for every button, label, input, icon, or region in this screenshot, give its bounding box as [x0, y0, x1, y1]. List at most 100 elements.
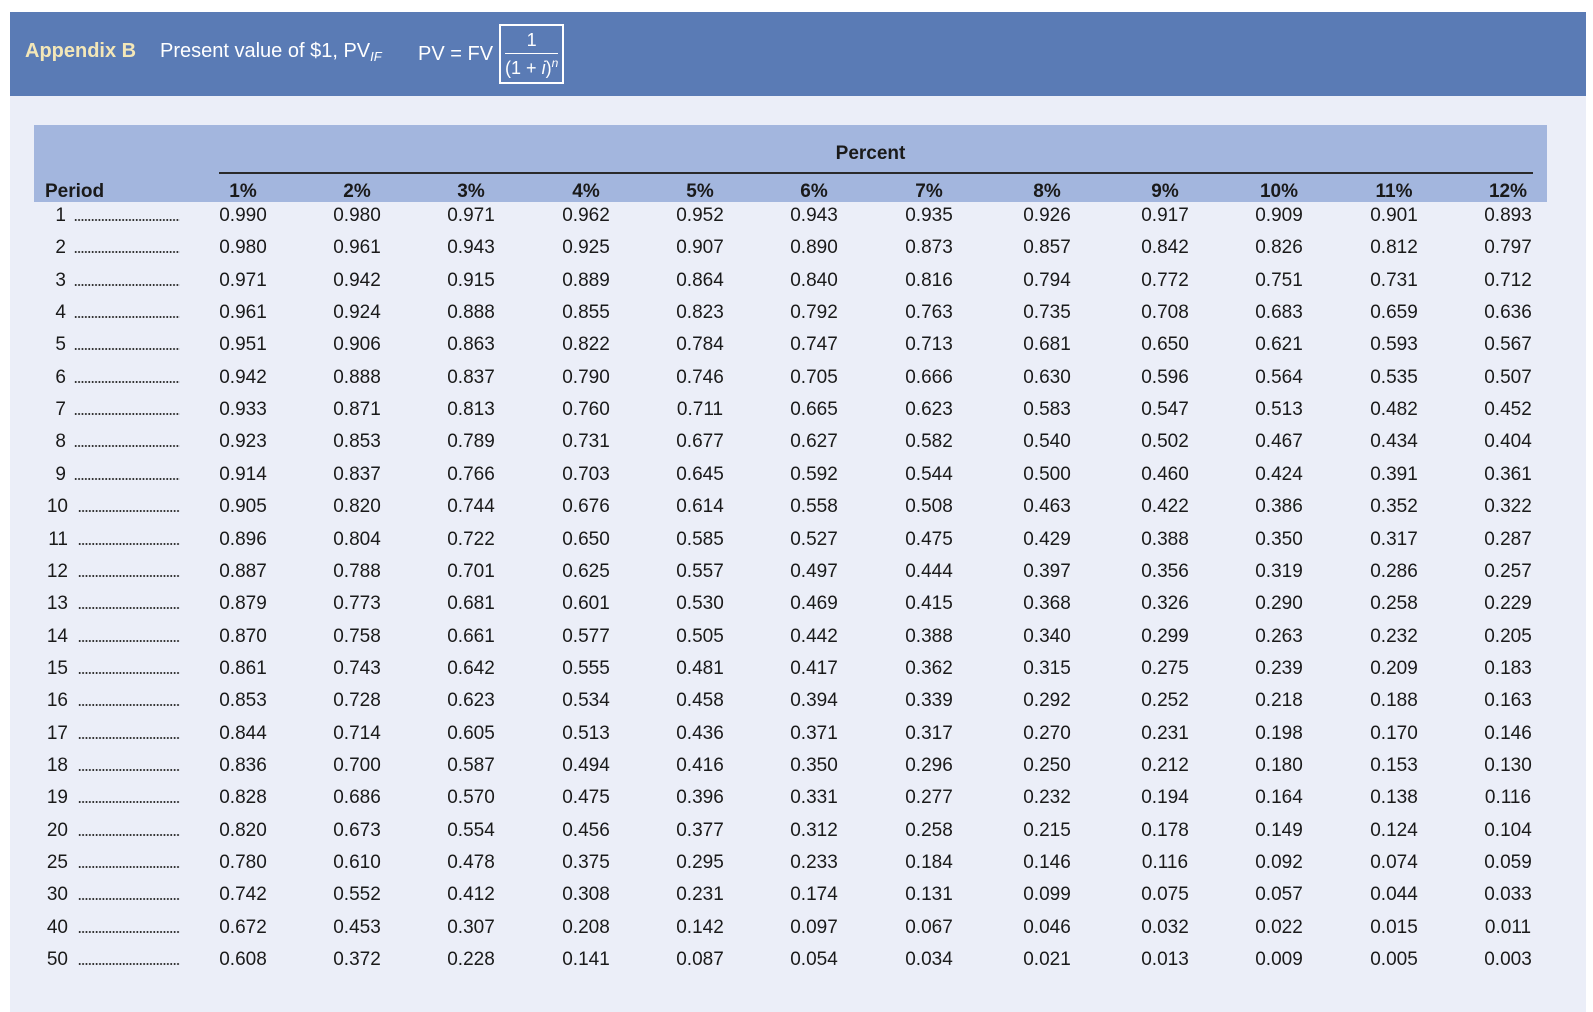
formula-den-i: i — [541, 57, 546, 78]
leader-dots — [78, 833, 180, 836]
period-cell: 19 — [46, 787, 68, 809]
value-cell: 0.942 — [333, 269, 381, 291]
column-header-12pct: 12% — [1488, 181, 1528, 202]
value-cell: 0.530 — [676, 593, 724, 615]
value-cell: 0.322 — [1484, 496, 1532, 518]
value-cell: 0.377 — [676, 819, 724, 841]
value-cell: 0.009 — [1255, 949, 1303, 971]
value-cell: 0.270 — [1023, 722, 1071, 744]
value-cell: 0.889 — [562, 269, 610, 291]
value-cell: 0.232 — [1370, 625, 1418, 647]
period-cell: 3 — [55, 269, 66, 291]
value-cell: 0.961 — [219, 302, 267, 324]
value-cell: 0.813 — [447, 399, 495, 421]
value-cell: 0.665 — [790, 399, 838, 421]
value-cell: 0.003 — [1484, 949, 1532, 971]
value-cell: 0.362 — [905, 657, 953, 679]
value-cell: 0.442 — [790, 625, 838, 647]
leader-dots — [78, 639, 180, 642]
value-cell: 0.789 — [447, 431, 495, 453]
formula-fraction: 1 (1 + i)n — [505, 24, 559, 84]
value-cell: 0.507 — [1484, 366, 1532, 388]
column-header-5pct: 5% — [686, 181, 714, 202]
period-cell: 1 — [55, 205, 66, 226]
value-cell: 0.871 — [333, 399, 381, 421]
value-cell: 0.820 — [219, 819, 267, 841]
value-cell: 0.469 — [790, 593, 838, 615]
column-header-1pct: 1% — [229, 181, 257, 202]
value-cell: 0.194 — [1141, 787, 1189, 809]
value-cell: 0.131 — [905, 884, 953, 906]
value-cell: 0.743 — [333, 657, 381, 679]
value-cell: 0.467 — [1255, 431, 1303, 453]
column-header-2pct: 2% — [343, 181, 371, 202]
formula-denominator: (1 + i)n — [505, 54, 558, 79]
value-cell: 0.124 — [1370, 819, 1418, 841]
value-cell: 0.502 — [1141, 431, 1189, 453]
value-cell: 0.746 — [676, 366, 724, 388]
percent-header-rule — [219, 172, 1533, 174]
period-cell: 16 — [46, 690, 68, 712]
leader-dots — [74, 413, 180, 416]
value-cell: 0.275 — [1141, 657, 1189, 679]
value-cell: 0.208 — [562, 916, 610, 938]
value-cell: 0.239 — [1255, 657, 1303, 679]
value-cell: 0.146 — [1023, 852, 1071, 873]
value-cell: 0.163 — [1484, 690, 1532, 712]
value-cell: 0.317 — [905, 722, 953, 744]
value-cell: 0.286 — [1370, 560, 1418, 582]
formula-numerator: 1 — [505, 30, 559, 54]
value-cell: 0.232 — [1023, 787, 1071, 809]
value-cell: 0.295 — [676, 852, 724, 873]
value-cell: 0.728 — [333, 690, 381, 712]
value-cell: 0.708 — [1141, 302, 1189, 324]
value-cell: 0.482 — [1370, 399, 1418, 421]
value-cell: 0.890 — [790, 237, 838, 259]
value-cell: 0.592 — [790, 463, 838, 485]
value-cell: 0.205 — [1484, 625, 1532, 647]
value-cell: 0.731 — [562, 431, 610, 453]
value-cell: 0.914 — [219, 463, 267, 485]
value-cell: 0.388 — [1141, 528, 1189, 550]
value-cell: 0.022 — [1255, 916, 1303, 938]
value-cell: 0.857 — [1023, 237, 1071, 259]
value-cell: 0.925 — [562, 237, 610, 259]
value-cell: 0.356 — [1141, 560, 1189, 582]
value-cell: 0.011 — [1484, 916, 1532, 938]
leader-dots — [74, 477, 180, 480]
value-cell: 0.888 — [447, 302, 495, 324]
value-cell: 0.312 — [790, 819, 838, 841]
value-cell: 0.837 — [333, 463, 381, 485]
value-cell: 0.583 — [1023, 399, 1071, 421]
value-cell: 0.540 — [1023, 431, 1071, 453]
value-cell: 0.142 — [676, 916, 724, 938]
leader-dots — [78, 898, 180, 901]
value-cell: 0.180 — [1255, 754, 1303, 776]
value-cell: 0.627 — [790, 431, 838, 453]
value-cell: 0.339 — [905, 690, 953, 712]
period-cell: 6 — [55, 366, 66, 388]
formula-exponent: n — [551, 55, 559, 70]
value-cell: 0.661 — [447, 625, 495, 647]
period-column-header: Period — [45, 181, 105, 202]
period-cell: 11 — [48, 528, 68, 550]
value-cell: 0.676 — [562, 496, 610, 518]
value-cell: 0.772 — [1141, 269, 1189, 291]
leader-dots — [74, 219, 180, 221]
value-cell: 0.500 — [1023, 463, 1071, 485]
value-cell: 0.935 — [905, 205, 953, 226]
formula-den-b: ) — [545, 57, 552, 78]
value-cell: 0.153 — [1370, 754, 1418, 776]
value-cell: 0.021 — [1023, 949, 1071, 971]
leader-dots — [74, 380, 180, 383]
value-cell: 0.307 — [447, 916, 495, 938]
value-cell: 0.087 — [676, 949, 724, 971]
value-cell: 0.788 — [333, 560, 381, 582]
value-cell: 0.952 — [676, 205, 724, 226]
value-cell: 0.792 — [790, 302, 838, 324]
leader-dots — [78, 963, 180, 966]
appendix-page: Appendix B Present value of $1, PVIF PV … — [10, 12, 1586, 1012]
value-cell: 0.923 — [219, 431, 267, 453]
value-cell: 0.228 — [447, 949, 495, 971]
leader-dots — [78, 671, 180, 674]
